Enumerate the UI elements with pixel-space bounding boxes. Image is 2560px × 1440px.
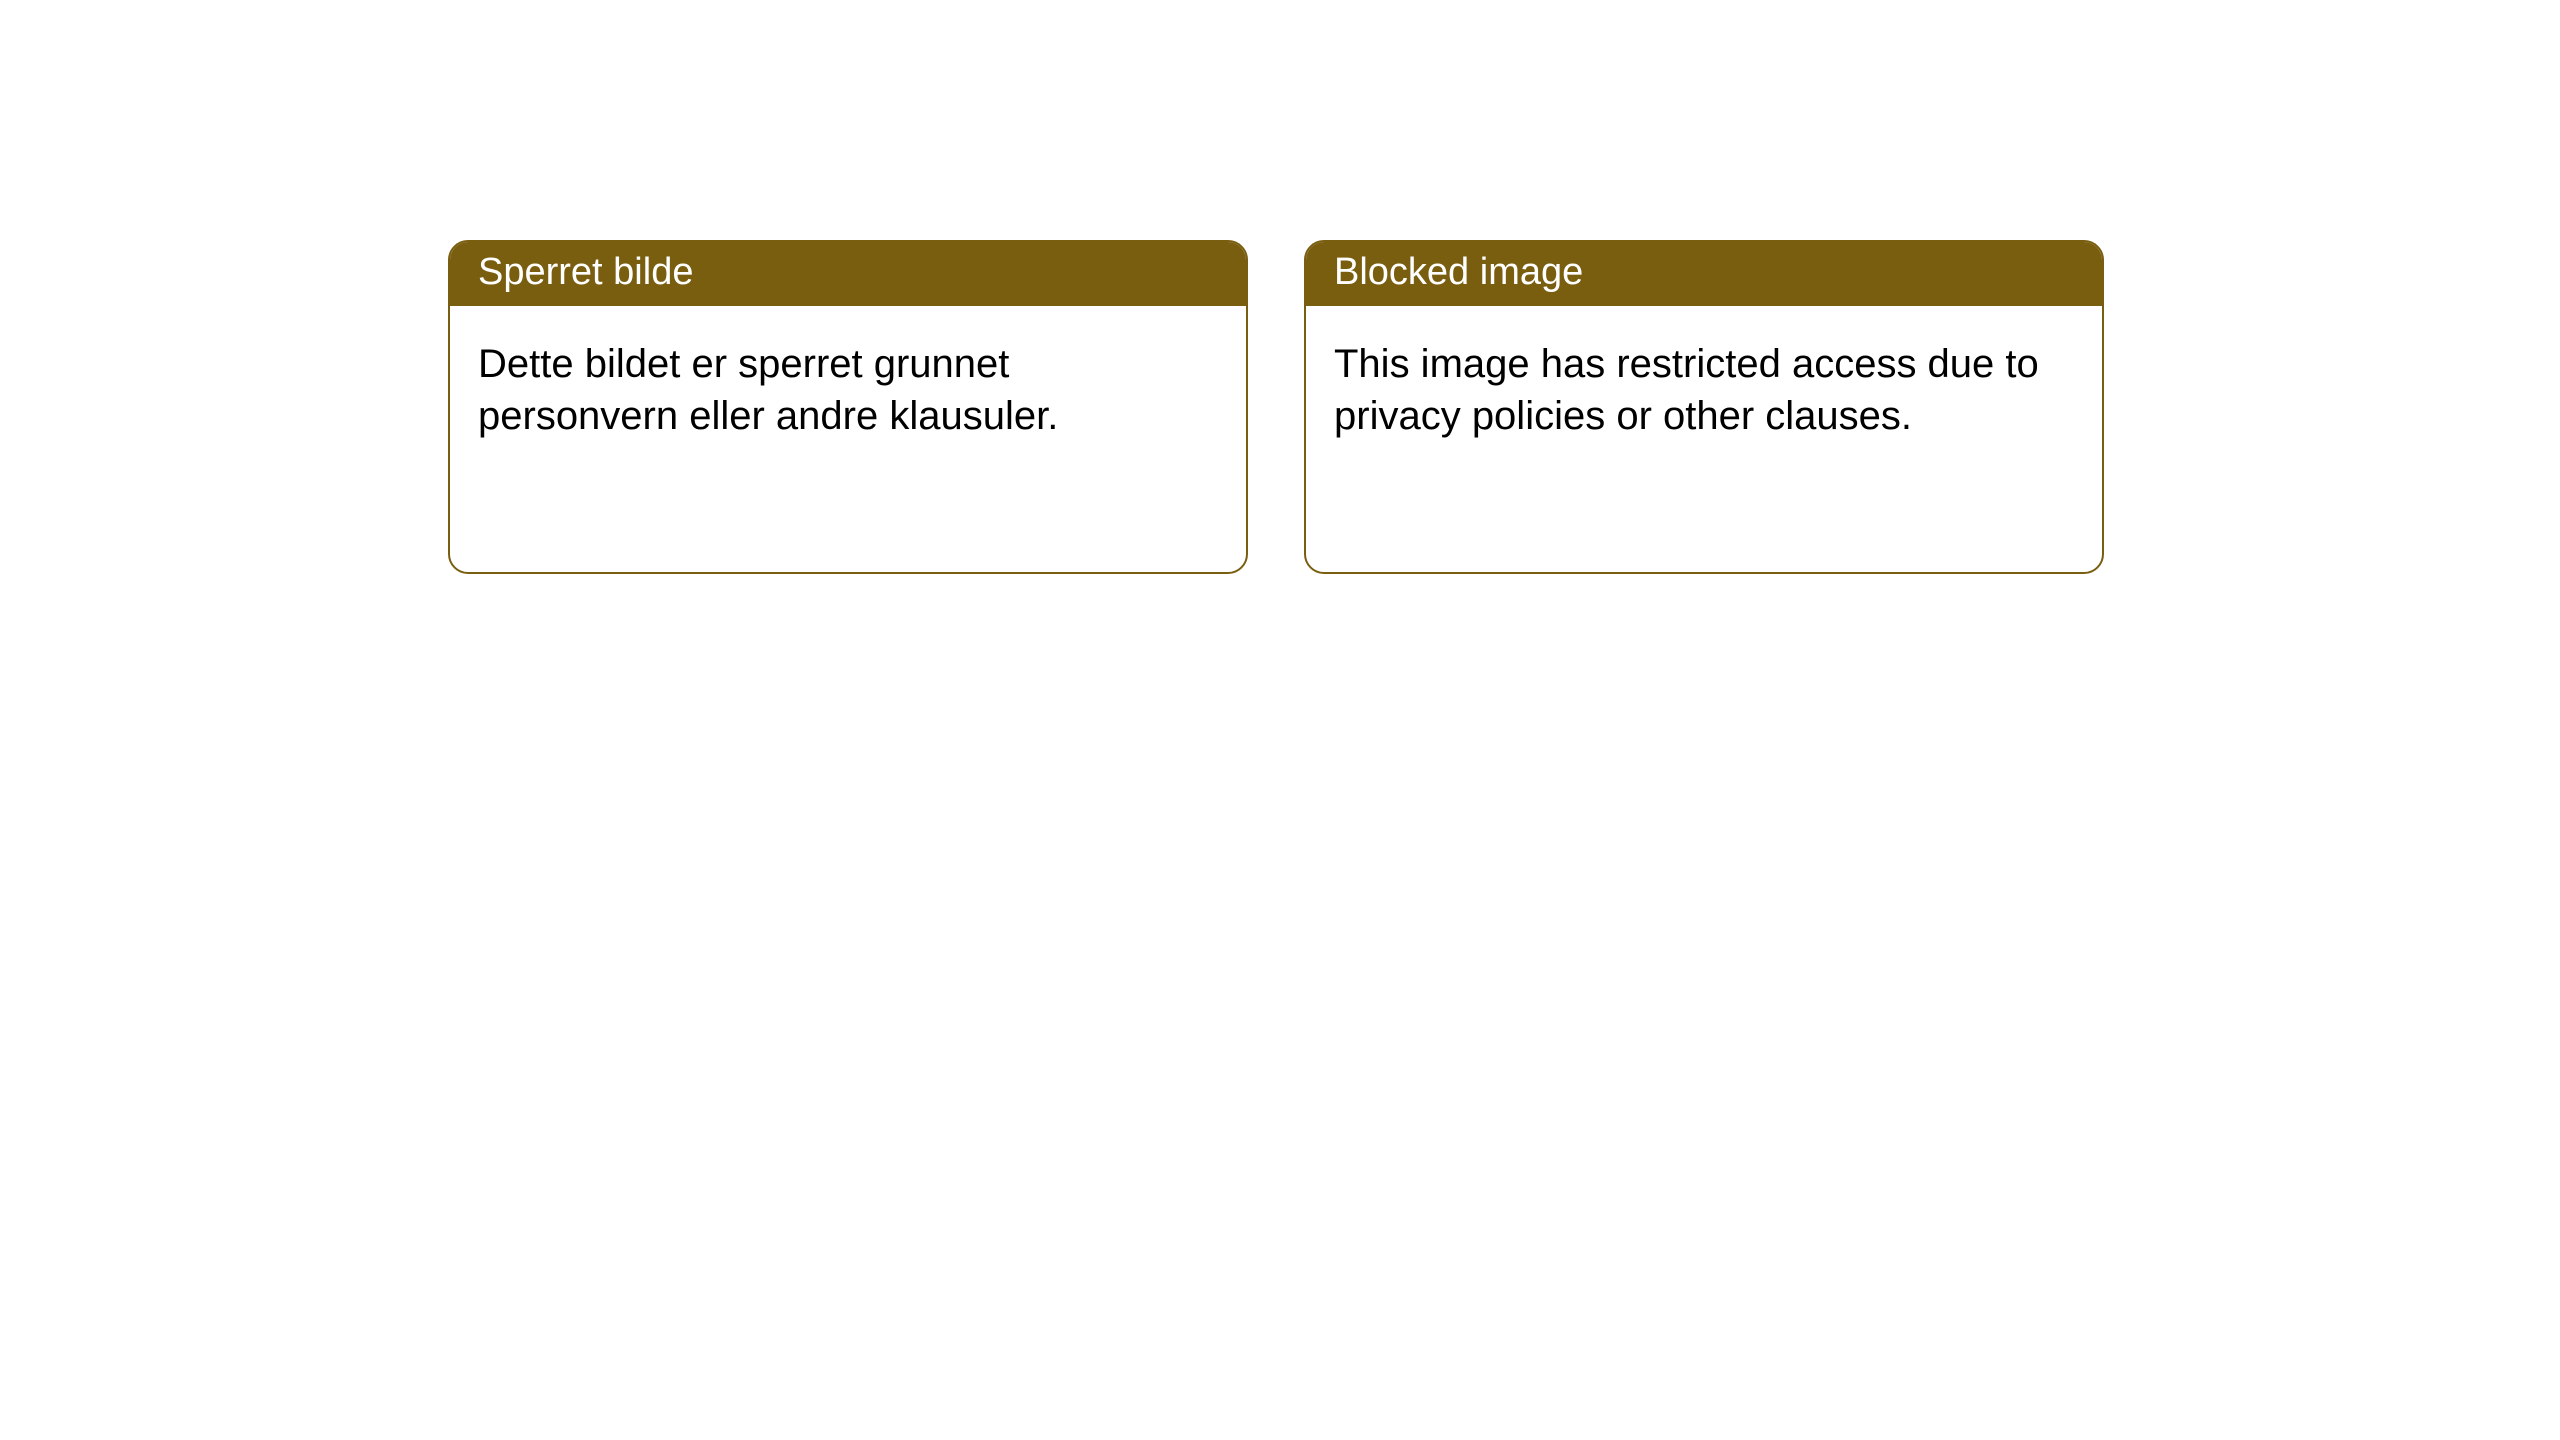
notice-container: Sperret bilde Dette bildet er sperret gr… (0, 0, 2560, 574)
notice-box-en: Blocked image This image has restricted … (1304, 240, 2104, 574)
notice-header-en: Blocked image (1306, 242, 2102, 306)
notice-header-no: Sperret bilde (450, 242, 1246, 306)
notice-box-no: Sperret bilde Dette bildet er sperret gr… (448, 240, 1248, 574)
notice-body-no: Dette bildet er sperret grunnet personve… (450, 306, 1246, 474)
notice-body-en: This image has restricted access due to … (1306, 306, 2102, 474)
